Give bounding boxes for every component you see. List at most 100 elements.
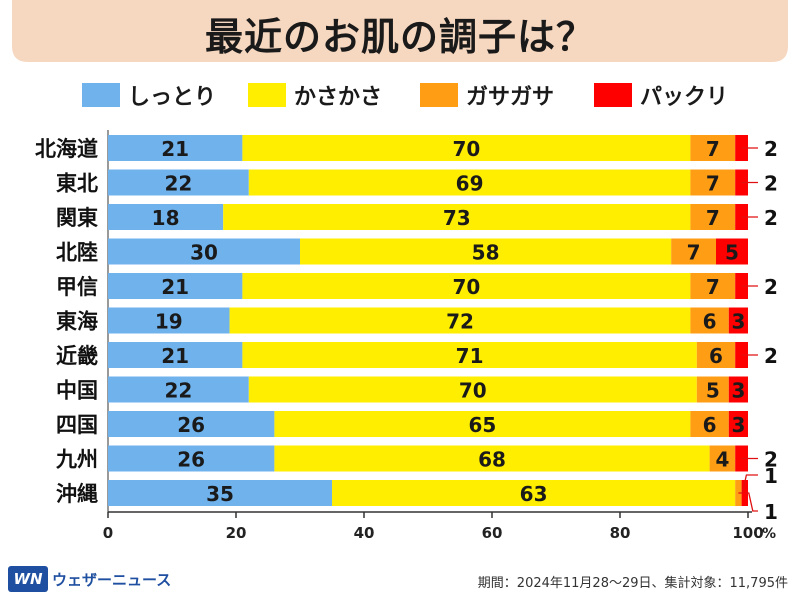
data-label-outside: 2 [764,275,778,299]
category-label: 近畿 [56,344,98,368]
bar-segment [690,169,736,196]
data-label: 5 [706,379,720,403]
bar-segment [696,376,729,403]
data-label: 30 [190,241,218,265]
bar-segment [274,411,691,437]
data-label: 6 [703,413,717,437]
legend-item-cracked: パックリ [594,78,728,112]
category-label: 北陸 [56,241,98,265]
bar-segment [716,238,748,265]
data-label: 70 [459,379,487,403]
data-label: 3 [731,310,745,334]
data-label: 70 [452,275,480,299]
data-label: 7 [706,172,720,196]
data-label: 3 [731,413,745,437]
category-label: 東北 [56,172,98,196]
data-label-outside: 2 [764,206,778,230]
data-label: 3 [731,379,745,403]
bar-segment [690,135,736,161]
bar-segment [108,307,230,334]
data-label: 68 [478,448,506,472]
data-label-outside: 2 [764,448,778,472]
legend-label: ガサガサ [466,85,555,110]
category-label: 甲信 [56,275,98,299]
data-label-outside: 2 [764,344,778,368]
legend-swatch [594,83,632,107]
survey-note: 期間：2024年11月28〜29日、集計対象：11,795件 [477,576,788,591]
bar-segment [690,307,729,334]
legend-swatch [82,83,120,107]
bar-segment [242,135,691,161]
bar-segment [300,238,672,265]
data-label-outside: 1 [764,464,778,488]
x-tick-label: 0 [103,524,113,542]
bar-segment [728,411,748,437]
legend-label: しっとり [128,85,217,110]
legend-label: かさかさ [294,85,383,110]
data-label: 6 [709,344,723,368]
legend-item-moist: しっとり [82,78,216,112]
bar-segment [108,169,249,196]
x-tick-label: 40 [354,524,375,542]
x-tick-label: 100 [732,524,763,542]
data-label: 63 [520,482,548,506]
bar-segment [274,445,710,472]
leader-line [738,474,758,494]
bar-segment [728,307,748,334]
data-label: 7 [706,137,720,161]
legend-swatch [248,83,286,107]
data-label: 35 [206,482,234,506]
logo-mark: WN [8,566,48,592]
data-label: 4 [715,448,729,472]
category-label: 四国 [56,413,98,437]
bar-segment [108,342,243,368]
data-label: 7 [706,206,720,230]
data-label: 7 [687,241,701,265]
data-label: 72 [446,310,474,334]
bar-segment [108,273,243,299]
bar-segment [108,135,243,161]
data-label: 7 [706,275,720,299]
data-label: 58 [472,241,500,265]
bar-segment [108,480,332,506]
bar-segment [332,480,736,506]
data-label: 21 [161,275,189,299]
chart-title: 最近のお肌の調子は？ [204,15,595,59]
bar-segment [690,411,729,437]
category-label: 北海道 [35,137,98,161]
data-label: 26 [177,413,205,437]
category-label: 沖縄 [56,482,98,506]
data-label: 26 [177,448,205,472]
x-axis-unit: % [762,526,776,542]
title-banner: 最近のお肌の調子は？ [0,0,800,66]
data-label: 22 [164,379,192,403]
bar-segment [108,376,249,403]
bar-segment [248,169,691,196]
category-label: 中国 [56,379,98,403]
bar-segment [108,445,275,472]
data-label: 65 [468,413,496,437]
data-label: 22 [164,172,192,196]
data-label: 70 [452,137,480,161]
bar-segment [671,238,716,265]
bar-segment [108,204,224,230]
data-label: 71 [456,344,484,368]
bar-segment [242,342,697,368]
bar-segment [242,273,691,299]
data-label: 69 [456,172,484,196]
legend: しっとり かさかさ ガサガサ パックリ [0,78,800,112]
data-label: 21 [161,137,189,161]
legend-item-rough: ガサガサ [420,78,554,112]
x-tick-label: 80 [610,524,631,542]
category-label: 関東 [56,206,98,230]
stacked-bar-chart: 0 20 40 60 80 100%北海道 21 70 7 2東北 22 69 7 2関東 18 73 7 2北陸… [35,130,778,542]
data-label: 5 [725,241,739,265]
legend-swatch [420,83,458,107]
bar-segment [696,342,736,368]
bar-segment [690,273,736,299]
data-label: 19 [155,310,183,334]
bar-segment [223,204,691,230]
data-label: 73 [443,206,471,230]
bar-segment [690,204,736,230]
bar-segment [229,307,691,334]
